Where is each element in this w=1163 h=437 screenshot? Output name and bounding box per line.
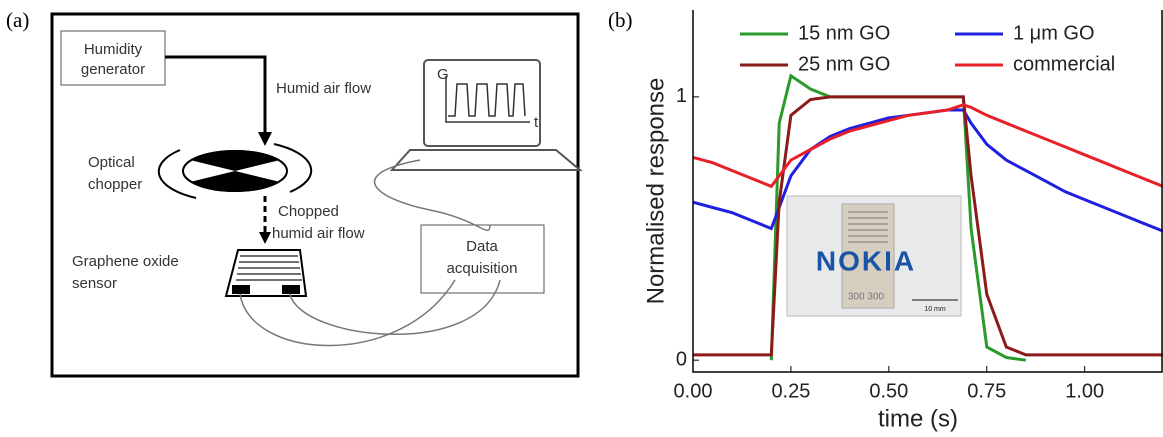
label: sensor [72,275,117,292]
laptop-base [389,149,583,171]
x-tick-label: 0.25 [771,380,810,402]
electrodes [848,211,888,243]
label: chopper [88,176,142,193]
generator-box [60,30,166,86]
daq-box [420,224,545,294]
cables [239,159,501,347]
label: acquisition [447,260,518,277]
scale-label: 10 mm [924,306,946,313]
data-line [692,103,1163,189]
arrowhead [258,132,272,146]
legend-label: commercial [1013,53,1115,75]
pad [282,285,300,294]
label: Chopped [278,203,339,220]
arrow [165,55,267,135]
laptop-screen [423,59,541,147]
panel-label: (a) [6,8,29,32]
chopper-blade [190,171,280,192]
label: Humid air flow [276,80,371,97]
label: generator [81,61,145,78]
inset-photo: NOKIA 300 300 10 mm [786,195,962,317]
x-tick-label: 0.75 [967,380,1006,402]
label: Graphene oxide [72,253,179,270]
legend-label: 1 μm GO [1013,22,1095,44]
x-tick-label: 0.00 [674,380,713,402]
label: humid air flow [272,225,365,242]
y-tick-label: 0 [676,348,687,370]
label: Optical [88,154,135,171]
graph-axes [445,76,530,123]
arrowhead [259,232,271,244]
x-tick-label: 1.00 [1065,380,1104,402]
chip-label: 300 300 [848,292,885,303]
x-tick-label: 0.50 [869,380,908,402]
rotation-arrow [157,149,197,199]
y-tick-label: 1 [676,85,687,107]
x-axis-label: time (s) [878,405,958,432]
label: t [534,114,539,131]
rotation-arrow [273,143,313,193]
legend-label: 25 nm GO [798,53,890,75]
logo: NOKIA [816,245,916,276]
panel-label: (b) [608,8,633,32]
label: Data [466,238,498,255]
legend-label: 15 nm GO [798,22,890,44]
sensor-lines [236,255,302,281]
y-axis-label: Normalised response [642,78,669,305]
sensor-chip [841,203,895,309]
graph-trace [448,83,526,117]
label: Humidity [84,41,143,58]
chopper-blade [190,150,280,171]
axis-frame [692,10,1163,373]
diagram: Humidity generator Humid air flow Optica… [50,12,583,378]
data-line [693,95,1163,357]
label: G [437,66,449,83]
pad [232,285,250,294]
